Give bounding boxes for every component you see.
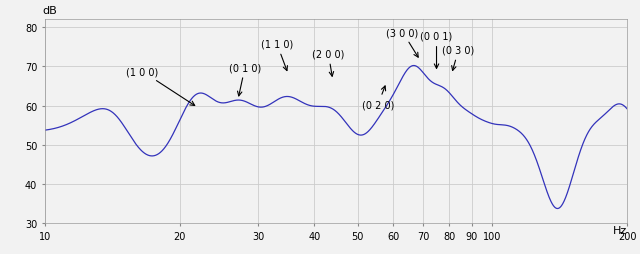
Text: (1 1 0): (1 1 0) — [260, 40, 293, 71]
Text: (0 1 0): (0 1 0) — [229, 63, 261, 97]
Text: (0 3 0): (0 3 0) — [442, 45, 475, 71]
Text: (2 0 0): (2 0 0) — [312, 50, 344, 77]
Text: Hz: Hz — [613, 226, 627, 235]
Text: (0 2 0): (0 2 0) — [362, 87, 394, 110]
Text: (1 0 0): (1 0 0) — [126, 67, 195, 106]
Text: (3 0 0): (3 0 0) — [387, 28, 419, 58]
Text: dB: dB — [42, 6, 56, 16]
Text: (0 0 1): (0 0 1) — [420, 32, 452, 69]
